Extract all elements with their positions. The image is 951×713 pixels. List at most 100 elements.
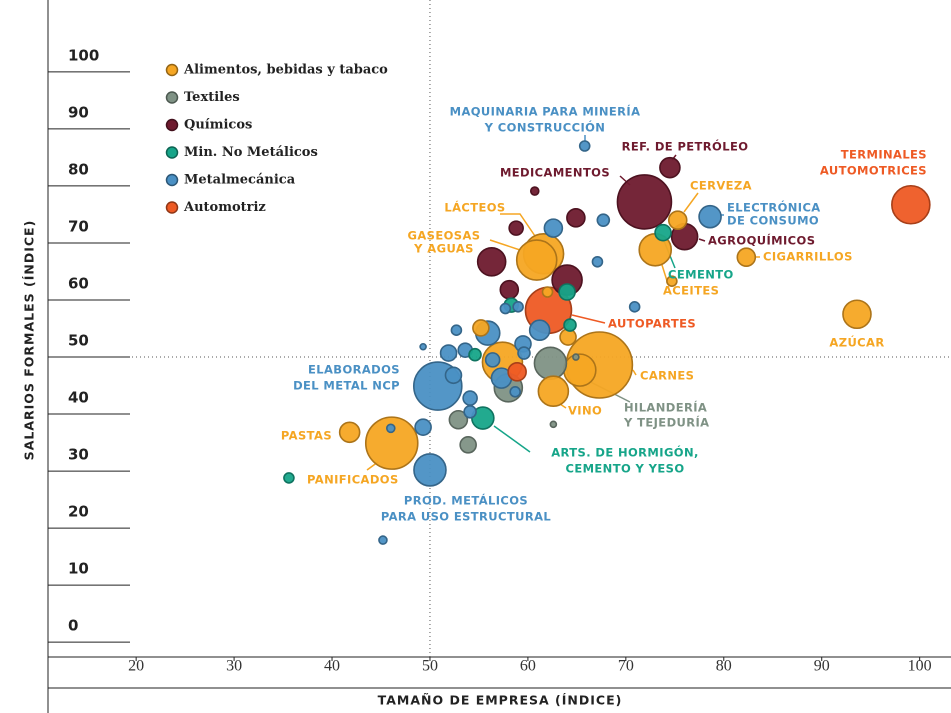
bubble [499,279,520,300]
annotation: ELABORADOS [308,363,400,377]
annotation: DEL METAL NCP [293,379,400,393]
y-axis-title: SALARIOS FORMALES (ÍNDICE) [22,220,37,461]
annotation: CEMENTO [668,268,734,282]
bubble [654,223,672,242]
annotation: Y TEJEDURÍA [623,415,709,430]
annotation: LÁCTEOS [444,200,505,215]
x-tick-label: 50 [422,658,438,675]
bubble [507,362,527,382]
annotation: CIGARRILLOS [763,250,853,264]
x-tick-label: 100 [908,658,932,675]
bubble [533,346,568,381]
legend-marker [165,146,179,159]
bubble [566,208,586,228]
legend-label: Automotriz [183,200,266,215]
legend-marker [165,118,179,132]
annotation: PARA USO ESTRUCTURAL [381,510,552,524]
bubble [439,344,458,362]
annotation: ELECTRÓNICA [727,200,821,215]
bubble [572,353,580,361]
bubble [666,275,678,287]
bubble [462,390,478,406]
bubble [512,301,524,313]
bubble [385,423,396,434]
legend-marker [165,63,179,77]
bubble [563,353,597,387]
bubble [476,246,507,277]
bubble [736,247,757,268]
bubble [364,416,419,470]
bubble [444,366,463,385]
legend-label: Textiles [184,90,240,105]
annotation: Y AGUAS [413,242,474,256]
annotation: CERVEZA [690,179,752,193]
bubble [596,213,611,227]
y-tick-label: 20 [68,503,89,521]
x-tick-label: 90 [814,658,830,675]
x-tick-label: 70 [618,658,634,675]
legend-marker [165,173,179,187]
y-tick-label: 80 [68,160,89,178]
legend-label: Min. No Metálicos [184,145,318,160]
legend-marker [165,201,179,214]
annotation: MAQUINARIA PARA MINERÍA [450,104,641,119]
bubble [459,436,477,454]
x-tick-label: 30 [226,658,242,675]
y-tick-label: 10 [68,560,89,578]
annotation: CARNES [640,369,694,383]
annotation: PROD. METÁLICOS [404,493,528,508]
bubble [283,472,295,484]
bubble [842,299,872,330]
annotation: TERMINALES [841,148,927,162]
annotation: AUTOPARTES [608,317,696,331]
bubble [541,286,554,298]
annotation: REF. DE PETRÓLEO [622,139,749,154]
bubble [659,156,681,179]
bubble [628,301,641,313]
annotations: MAQUINARIA PARA MINERÍA Y CONSTRUCCIÓN R… [281,104,927,524]
bubble [508,220,524,236]
bubble [591,255,604,268]
legend: Alimentos, bebidas y tabaco Textiles Quími… [165,63,388,215]
annotation: Y CONSTRUCCIÓN [484,120,606,135]
bubble [537,375,570,408]
annotation: PANIFICADOS [307,473,399,487]
x-tick-label: 60 [520,658,536,675]
x-axis-title: TAMAÑO DE EMPRESA (ÍNDICE) [378,693,623,708]
annotation: DE CONSUMO [727,214,819,228]
annotation: AUTOMOTRICES [820,164,927,178]
annotation: GASEOSAS [408,229,481,243]
annotation: MEDICAMENTOS [500,166,610,180]
bubble [472,319,490,337]
bubble [616,174,673,230]
y-tick-label: 50 [68,332,89,350]
bubble [558,283,576,301]
annotation: AGROQUÍMICOS [708,233,815,248]
axes-frame [47,0,951,713]
y-tick-label: 30 [68,446,89,464]
bubble [468,347,482,362]
bubble [378,535,388,545]
bubble [543,218,564,238]
annotation: PASTAS [281,429,332,443]
bubble [698,204,722,229]
x-tick-label: 80 [716,658,732,675]
bubble [463,404,477,419]
legend-label: Químicos [184,118,252,133]
bubble [419,342,427,351]
legend-label: Alimentos, bebidas y tabaco [183,63,388,78]
bubble [484,352,501,368]
bubble [515,239,558,281]
bubble [413,453,447,487]
bubble [448,409,469,430]
y-tick-label: 70 [68,217,89,235]
annotation: VINO [568,404,602,418]
bubble [891,184,931,225]
bubble [499,302,512,315]
legend-label: Metalmecánica [184,173,296,188]
x-tick-label: 20 [128,658,144,675]
bubble [529,186,540,196]
bubble [528,319,551,342]
y-tick-label: 60 [68,274,89,292]
